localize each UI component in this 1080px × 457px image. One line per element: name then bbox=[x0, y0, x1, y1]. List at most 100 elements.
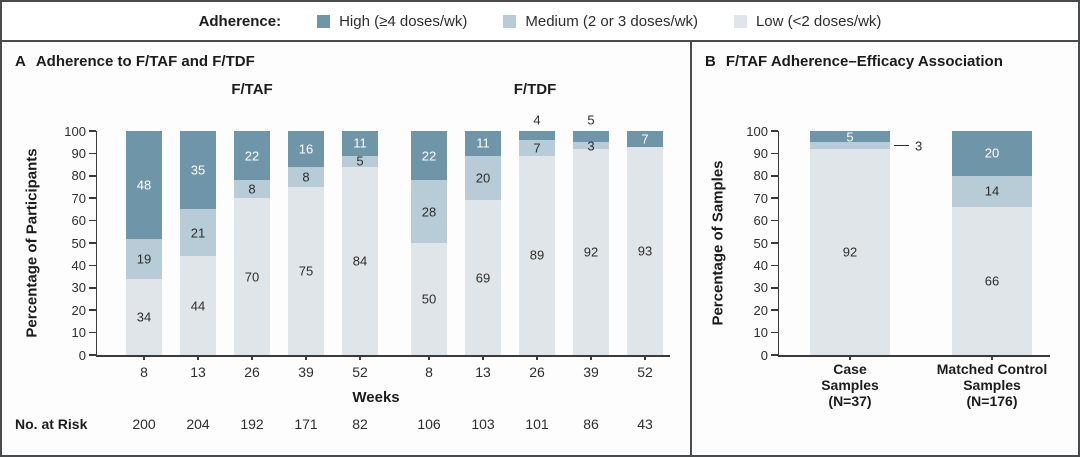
no-at-risk-value: 204 bbox=[186, 416, 210, 432]
bar-segment-high bbox=[573, 131, 609, 143]
bar-segment-low bbox=[810, 148, 890, 355]
no-at-risk-value: 86 bbox=[583, 416, 599, 432]
medium-swatch-icon bbox=[503, 14, 517, 28]
x-tick-mark bbox=[305, 355, 307, 360]
y-tick-label: 0 bbox=[760, 347, 768, 363]
y-tick-label: 90 bbox=[71, 145, 86, 161]
y-tick-mark bbox=[88, 309, 96, 311]
panel-b-title-text: F/TAF Adherence–Efficacy Association bbox=[725, 53, 1003, 70]
no-at-risk-value: 171 bbox=[294, 416, 318, 432]
bar-value-label: 19 bbox=[136, 251, 152, 267]
bar-value-label: 92 bbox=[583, 244, 599, 260]
y-tick-label: 50 bbox=[71, 235, 86, 251]
no-at-risk-value: 106 bbox=[417, 416, 441, 432]
no-at-risk-value: 192 bbox=[240, 416, 264, 432]
bar-value-label: 48 bbox=[136, 177, 152, 193]
y-tick-label: 70 bbox=[71, 190, 86, 206]
y-tick-mark bbox=[770, 331, 778, 334]
bar-segment-medium bbox=[573, 142, 609, 149]
bar-value-label: 22 bbox=[421, 148, 437, 164]
y-tick-label: 80 bbox=[753, 168, 768, 184]
category-label: 52 bbox=[637, 364, 653, 380]
y-tick-label: 20 bbox=[753, 302, 768, 318]
bar-segment-high bbox=[519, 131, 555, 140]
x-tick-mark bbox=[143, 355, 145, 360]
x-tick-mark bbox=[849, 355, 851, 360]
y-tick-mark bbox=[770, 152, 778, 155]
category-label: 26 bbox=[244, 364, 260, 380]
bar-value-label: 11 bbox=[476, 135, 490, 151]
category-label: 39 bbox=[298, 364, 314, 380]
x-tick-mark bbox=[197, 355, 199, 360]
x-tick-mark bbox=[590, 355, 592, 360]
legend-title: Adherence: bbox=[198, 12, 282, 30]
y-tick-mark bbox=[88, 175, 96, 177]
y-tick-label: 60 bbox=[753, 213, 768, 229]
bar-segment-high bbox=[126, 131, 162, 239]
no-at-risk-value: 103 bbox=[471, 416, 495, 432]
y-tick-mark bbox=[770, 309, 778, 311]
bar-value-label: 84 bbox=[352, 253, 368, 269]
panel-divider bbox=[690, 42, 692, 455]
x-tick-mark bbox=[359, 355, 361, 360]
bar-segment-low bbox=[288, 187, 324, 355]
panel-b-letter: B bbox=[705, 53, 716, 70]
y-tick-label: 40 bbox=[753, 257, 768, 273]
panel-a-y-axis-label: Percentage of Participants bbox=[23, 148, 41, 338]
y-tick-label: 100 bbox=[746, 123, 768, 139]
callout-value-label: 3 bbox=[915, 138, 923, 154]
y-tick-mark bbox=[88, 354, 96, 356]
bar-value-label: 3 bbox=[587, 138, 595, 154]
y-tick-label: 80 bbox=[71, 168, 86, 184]
bar-value-label: 93 bbox=[637, 243, 653, 259]
legend-item-high: High (≥4 doses/wk) bbox=[317, 13, 467, 30]
panel-b-title: B F/TAF Adherence–Efficacy Association bbox=[705, 53, 1003, 70]
bar-segment-low bbox=[952, 207, 1032, 355]
low-swatch-icon bbox=[733, 14, 747, 28]
y-tick-mark bbox=[88, 264, 96, 267]
bar-segment-high bbox=[342, 131, 378, 156]
no-at-risk-label: No. at Risk bbox=[15, 416, 88, 432]
x-axis-line bbox=[95, 355, 670, 357]
bar-value-label: 66 bbox=[984, 273, 1000, 289]
bar-segment-high bbox=[952, 131, 1032, 176]
panel-b-y-axis-label: Percentage of Samples bbox=[709, 160, 727, 326]
y-tick-mark bbox=[770, 175, 778, 177]
category-label: 52 bbox=[352, 364, 368, 380]
y-tick-mark bbox=[88, 197, 96, 199]
bar-segment-medium bbox=[810, 142, 890, 149]
y-tick-mark bbox=[770, 287, 778, 289]
bar-segment-low bbox=[342, 166, 378, 355]
y-tick-label: 20 bbox=[71, 302, 86, 318]
bar-value-label: 7 bbox=[533, 140, 541, 156]
category-label: Case Samples (N=37) bbox=[821, 361, 879, 409]
y-tick-label: 30 bbox=[71, 280, 86, 296]
bar-value-label: 34 bbox=[136, 309, 152, 325]
bar-value-label: 92 bbox=[842, 244, 858, 260]
y-tick-mark bbox=[88, 130, 96, 132]
y-tick-mark bbox=[770, 354, 778, 356]
y-tick-label: 40 bbox=[71, 257, 86, 273]
no-at-risk-value: 43 bbox=[637, 416, 653, 432]
bar-value-label: 44 bbox=[190, 298, 206, 314]
bar-segment-high bbox=[465, 131, 501, 156]
bar-value-label: 8 bbox=[302, 169, 310, 185]
bar-value-label-above: 4 bbox=[533, 112, 541, 128]
bar-segment-low bbox=[519, 155, 555, 355]
bar-segment-high bbox=[234, 131, 270, 181]
bar-value-label: 5 bbox=[846, 129, 854, 145]
bar-value-label: 75 bbox=[298, 263, 314, 279]
bar-segment-low bbox=[234, 198, 270, 355]
y-tick-mark bbox=[770, 242, 778, 244]
y-tick-label: 60 bbox=[71, 213, 86, 229]
bar-value-label: 20 bbox=[475, 170, 491, 186]
y-tick-mark bbox=[770, 219, 778, 222]
y-tick-label: 10 bbox=[753, 325, 768, 341]
legend-item-low: Low (<2 doses/wk) bbox=[733, 13, 881, 30]
no-at-risk-value: 200 bbox=[132, 416, 156, 432]
bar-value-label: 22 bbox=[244, 148, 260, 164]
bar-segment-high bbox=[411, 131, 447, 181]
bar-value-label: 21 bbox=[190, 225, 206, 241]
panel-a-letter: A bbox=[15, 53, 26, 70]
